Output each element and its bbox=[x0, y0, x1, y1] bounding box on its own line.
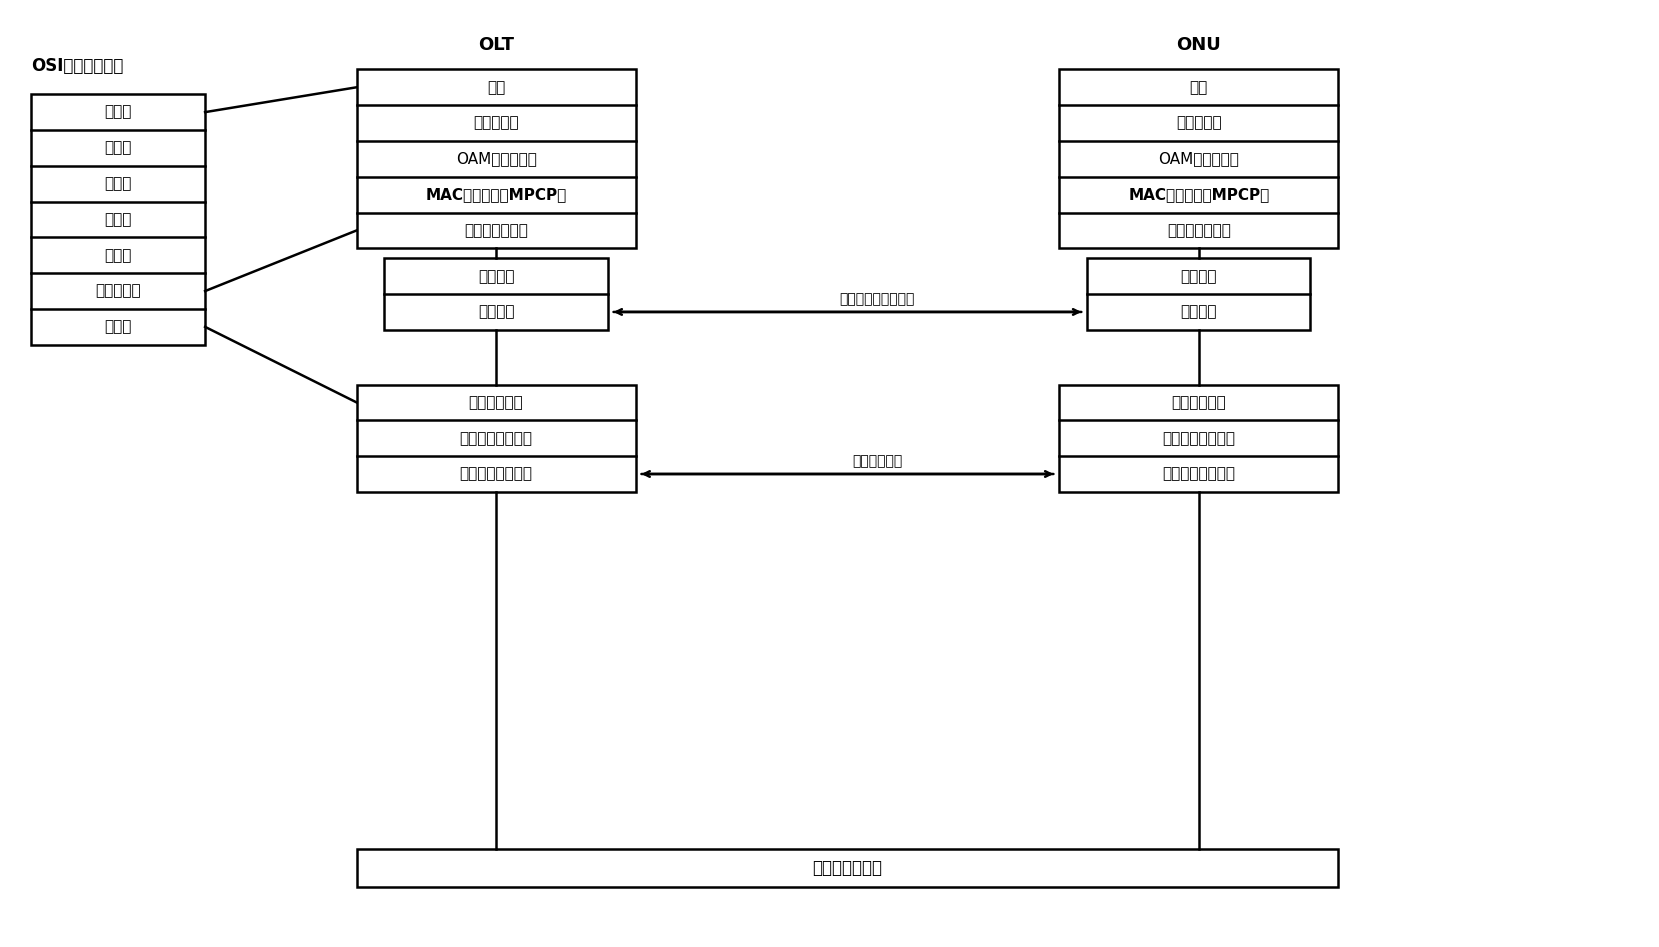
Text: 会话层: 会话层 bbox=[105, 176, 131, 191]
Text: ONU: ONU bbox=[1176, 36, 1221, 54]
Text: 协调子层: 协调子层 bbox=[478, 304, 514, 319]
Text: 网络层: 网络层 bbox=[105, 248, 131, 262]
Text: 应用层: 应用层 bbox=[105, 104, 131, 119]
Bar bbox=[357, 384, 635, 491]
Text: 媒质接入控制层: 媒质接入控制层 bbox=[1166, 223, 1231, 238]
Text: 媒质相关接口: 媒质相关接口 bbox=[853, 454, 902, 468]
Text: 物理媒质相关子层: 物理媒质相关子层 bbox=[460, 467, 533, 481]
Bar bbox=[1058, 69, 1339, 248]
Text: 媒质接入控制层: 媒质接入控制层 bbox=[465, 223, 528, 238]
Text: OSI参考模型分层: OSI参考模型分层 bbox=[30, 58, 123, 76]
Text: 高层: 高层 bbox=[1190, 80, 1208, 95]
Bar bbox=[1058, 384, 1339, 491]
Text: OLT: OLT bbox=[478, 36, 514, 54]
Text: 物理媒质相关子层: 物理媒质相关子层 bbox=[1163, 467, 1236, 481]
Text: MAC控制子层（MPCP）: MAC控制子层（MPCP） bbox=[1128, 188, 1269, 202]
Text: 物理层: 物理层 bbox=[105, 319, 131, 334]
Text: 逻辑链路层: 逻辑链路层 bbox=[1176, 116, 1221, 131]
Bar bbox=[385, 259, 607, 330]
Text: OAM层（可选）: OAM层（可选） bbox=[1158, 152, 1239, 167]
Text: 物理编码子层: 物理编码子层 bbox=[1171, 395, 1226, 410]
Text: 协调子层: 协调子层 bbox=[1181, 304, 1218, 319]
Text: MAC控制子层（MPCP）: MAC控制子层（MPCP） bbox=[425, 188, 567, 202]
Text: 仿真子层: 仿真子层 bbox=[1181, 269, 1218, 284]
Text: 数据链路层: 数据链路层 bbox=[95, 283, 141, 298]
Text: 千兆位介质无关接口: 千兆位介质无关接口 bbox=[839, 292, 916, 306]
Bar bbox=[357, 69, 635, 248]
Text: 逻辑链路层: 逻辑链路层 bbox=[473, 116, 519, 131]
Text: 无源光网络媒质: 无源光网络媒质 bbox=[813, 859, 883, 877]
Bar bbox=[357, 849, 1339, 886]
Text: 物理媒质接入子层: 物理媒质接入子层 bbox=[460, 431, 533, 446]
Text: 物理媒质接入子层: 物理媒质接入子层 bbox=[1163, 431, 1236, 446]
Text: 传输层: 传输层 bbox=[105, 212, 131, 227]
Text: 物理编码子层: 物理编码子层 bbox=[469, 395, 524, 410]
Text: 表示层: 表示层 bbox=[105, 140, 131, 155]
Bar bbox=[1087, 259, 1311, 330]
Text: 仿真子层: 仿真子层 bbox=[478, 269, 514, 284]
Text: 高层: 高层 bbox=[488, 80, 506, 95]
Text: OAM层（可选）: OAM层（可选） bbox=[456, 152, 536, 167]
Bar bbox=[30, 95, 206, 345]
